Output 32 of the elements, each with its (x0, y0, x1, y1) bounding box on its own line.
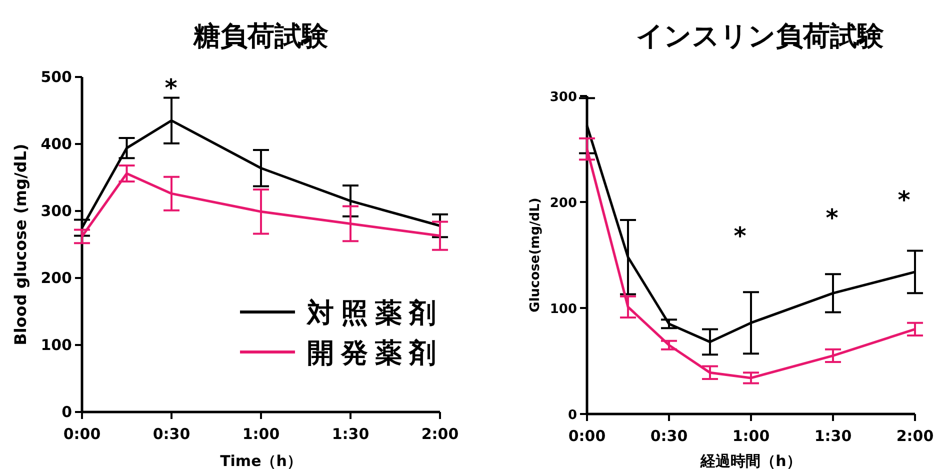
x-axis-title: 経過時間（h） (700, 452, 802, 469)
y-tick-label: 100 (40, 336, 72, 354)
y-tick-label: 200 (40, 269, 72, 287)
x-tick-label: 1:00 (242, 425, 280, 443)
chart-title: 糖負荷試験 (192, 21, 328, 52)
annotation: * (898, 186, 911, 214)
y-axis-title: Glucose(mg/dL) (528, 198, 543, 312)
x-tick-label: 1:00 (732, 427, 770, 445)
y-tick-label: 0 (62, 403, 72, 421)
x-tick-label: 2:00 (896, 427, 934, 445)
legend-label: 対照薬剤 (306, 298, 443, 329)
x-axis-title: Time（h） (220, 452, 302, 469)
y-tick-label: 200 (550, 196, 577, 211)
annotation: * (826, 204, 839, 232)
y-axis-title: Blood glucose (mg/dL) (11, 144, 30, 346)
chart-title: インスリン負荷試験 (636, 21, 884, 52)
x-tick-label: 2:00 (421, 425, 459, 443)
y-tick-label: 300 (40, 202, 72, 220)
y-tick-label: 400 (40, 135, 72, 153)
legend-label: 開発薬剤 (307, 338, 443, 369)
x-tick-label: 0:30 (650, 427, 688, 445)
x-tick-label: 0:00 (568, 427, 606, 445)
annotation: * (734, 222, 747, 250)
y-tick-label: 0 (568, 408, 577, 423)
annotation: * (164, 74, 178, 102)
y-tick-label: 500 (40, 68, 72, 86)
x-tick-label: 1:30 (814, 427, 852, 445)
y-tick-label: 100 (550, 302, 577, 317)
x-tick-label: 1:30 (332, 425, 370, 443)
x-tick-label: 0:00 (63, 425, 101, 443)
x-tick-label: 0:30 (152, 425, 190, 443)
y-tick-label: 300 (550, 90, 577, 105)
